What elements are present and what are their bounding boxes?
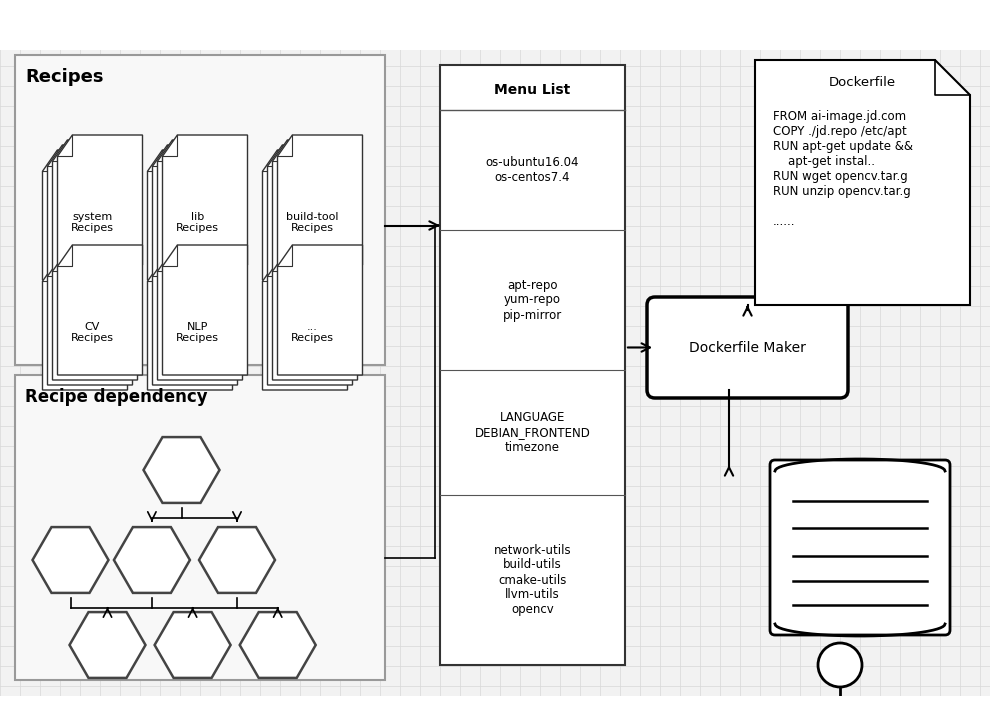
Text: Dockerfile Factory: Dockerfile Factory — [15, 28, 244, 48]
Text: Dockerfile: Dockerfile — [829, 76, 896, 88]
Polygon shape — [262, 150, 348, 280]
Text: lib
Recipes: lib Recipes — [176, 212, 219, 233]
Polygon shape — [268, 255, 352, 385]
Polygon shape — [278, 135, 362, 265]
Polygon shape — [42, 150, 128, 280]
Bar — [0, 0, 1000, 50]
Polygon shape — [152, 255, 238, 385]
Text: build-tool
Recipes: build-tool Recipes — [286, 212, 339, 233]
Polygon shape — [152, 145, 238, 275]
Text: Menu List: Menu List — [494, 83, 571, 97]
Circle shape — [818, 643, 862, 687]
Text: apt-repo
yum-repo
pip-mirror: apt-repo yum-repo pip-mirror — [503, 278, 562, 321]
Bar — [0, 696, 1000, 706]
Polygon shape — [42, 260, 128, 390]
Text: FROM ai-image.jd.com
COPY ./jd.repo /etc/apt
RUN apt-get update &&
    apt-get i: FROM ai-image.jd.com COPY ./jd.repo /etc… — [773, 110, 913, 228]
Bar — [15, 55, 385, 365]
Polygon shape — [162, 135, 248, 265]
Text: LANGUAGE
DEBIAN_FRONTEND
timezone: LANGUAGE DEBIAN_FRONTEND timezone — [475, 411, 590, 454]
FancyBboxPatch shape — [770, 460, 950, 635]
Polygon shape — [148, 260, 232, 390]
Text: CV
Recipes: CV Recipes — [71, 322, 114, 343]
FancyBboxPatch shape — [647, 297, 848, 398]
Text: Recipes: Recipes — [25, 68, 104, 86]
Polygon shape — [148, 150, 232, 280]
Polygon shape — [272, 250, 358, 380]
Polygon shape — [199, 527, 275, 593]
Polygon shape — [272, 140, 358, 270]
Polygon shape — [48, 145, 132, 275]
Text: ...
Recipes: ... Recipes — [291, 322, 334, 343]
Polygon shape — [755, 60, 970, 305]
Text: NLP
Recipes: NLP Recipes — [176, 322, 219, 343]
Bar — [15, 375, 385, 680]
Text: network-utils
build-utils
cmake-utils
llvm-utils
opencv: network-utils build-utils cmake-utils ll… — [494, 544, 571, 616]
Polygon shape — [32, 527, 108, 593]
Polygon shape — [58, 245, 143, 375]
Polygon shape — [58, 135, 143, 265]
Text: Recipe dependency: Recipe dependency — [25, 388, 208, 406]
Text: Dockerfile Maker: Dockerfile Maker — [689, 340, 806, 354]
Polygon shape — [262, 260, 348, 390]
Polygon shape — [52, 250, 138, 380]
Text: system
Recipes: system Recipes — [71, 212, 114, 233]
Polygon shape — [158, 140, 242, 270]
Bar — [990, 0, 1000, 706]
Polygon shape — [240, 612, 316, 678]
Polygon shape — [158, 250, 242, 380]
Polygon shape — [48, 255, 132, 385]
Polygon shape — [278, 245, 362, 375]
Text: os-ubuntu16.04
os-centos7.4: os-ubuntu16.04 os-centos7.4 — [486, 156, 579, 184]
Bar — [440, 65, 625, 665]
Polygon shape — [144, 437, 220, 503]
Polygon shape — [70, 612, 146, 678]
Polygon shape — [268, 145, 352, 275]
Polygon shape — [114, 527, 190, 593]
Polygon shape — [162, 245, 248, 375]
Polygon shape — [52, 140, 138, 270]
Polygon shape — [155, 612, 231, 678]
